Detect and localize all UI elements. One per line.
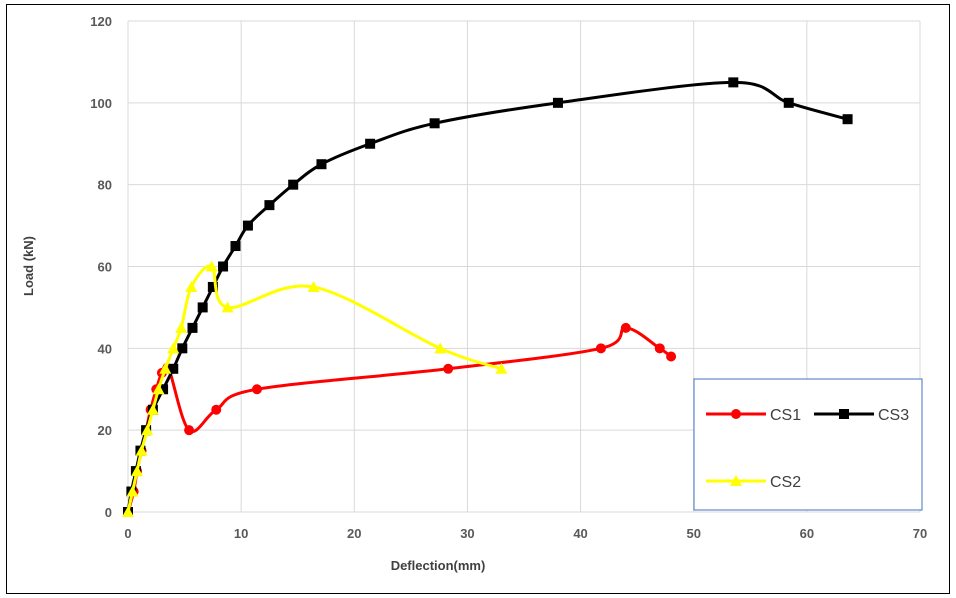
x-tick-label: 0 — [124, 526, 131, 541]
x-tick-labels: 0 10 20 30 40 50 60 70 — [124, 526, 927, 541]
x-tick-label: 30 — [460, 526, 474, 541]
series-cs3-point — [187, 322, 198, 333]
y-tick-label: 40 — [98, 341, 112, 356]
y-tick-label: 20 — [98, 423, 112, 438]
series-cs2 — [122, 260, 508, 517]
legend-label-cs3: CS3 — [878, 407, 909, 424]
series-cs2-point — [167, 342, 180, 354]
legend-label-cs2: CS2 — [770, 474, 801, 491]
series-cs3-point — [218, 261, 229, 272]
y-tick-label: 100 — [90, 96, 112, 111]
legend-marker-cs1 — [731, 409, 741, 419]
y-tick-label: 80 — [98, 178, 112, 193]
series-cs2-point — [152, 383, 165, 395]
series-cs1-point — [654, 343, 665, 354]
series-cs3-point — [207, 281, 218, 292]
series-cs3-point — [316, 159, 327, 170]
series-cs2-point — [185, 280, 198, 292]
series-cs3-point — [288, 179, 299, 190]
gridlines — [127, 20, 921, 513]
y-tick-label: 60 — [98, 260, 112, 275]
legend-box — [693, 378, 923, 511]
series-cs2-point — [221, 301, 234, 313]
series-cs3-point — [728, 77, 739, 88]
series-cs3-point — [783, 97, 794, 108]
series-cs3-point — [429, 118, 440, 129]
series-cs2-point — [205, 260, 218, 272]
y-tick-label: 0 — [105, 505, 112, 520]
series-cs1 — [123, 322, 677, 517]
series-cs3-point — [242, 220, 253, 231]
series-cs2-point — [434, 342, 447, 354]
series-cs2-point — [126, 485, 139, 497]
series-cs2-point — [307, 280, 320, 292]
series-cs2-point — [146, 403, 159, 415]
series-cs3-point — [158, 384, 169, 395]
series-layer — [122, 77, 853, 517]
series-cs1-point — [595, 343, 606, 354]
legend-item-cs1: CS1 — [706, 407, 801, 424]
legend-marker-cs3 — [839, 409, 849, 419]
legend-item-cs3: CS3 — [814, 407, 909, 424]
x-tick-label: 60 — [800, 526, 814, 541]
legend-item-cs2: CS2 — [706, 474, 801, 491]
series-cs2-point — [159, 362, 172, 374]
series-cs1-point — [620, 322, 631, 333]
x-tick-label: 10 — [234, 526, 248, 541]
series-cs3-point — [177, 343, 188, 354]
series-cs3-point — [197, 302, 208, 313]
legend-items: CS1 CS3 CS2 — [706, 407, 909, 491]
series-cs2-point — [131, 465, 144, 477]
series-cs2-point — [122, 506, 134, 517]
series-cs2-point — [495, 362, 508, 374]
x-tick-label: 50 — [686, 526, 700, 541]
series-cs3-point — [230, 241, 241, 252]
series-cs2-point — [141, 424, 154, 436]
legend-label-cs1: CS1 — [770, 407, 801, 424]
series-cs3-point — [365, 138, 376, 149]
y-axis-title: Load (kN) — [21, 236, 36, 296]
chart-frame — [6, 4, 950, 594]
series-cs3-point — [168, 363, 179, 374]
x-tick-label: 20 — [347, 526, 361, 541]
series-cs3-point — [842, 114, 853, 125]
legend: CS1 CS3 CS2 — [693, 378, 923, 511]
legend-marker-cs2 — [730, 475, 742, 486]
series-cs3-point — [264, 200, 275, 211]
series-cs3-point — [552, 97, 563, 108]
x-tick-label: 70 — [913, 526, 927, 541]
y-tick-label: 120 — [90, 14, 112, 29]
series-cs2-point — [175, 321, 188, 333]
series-cs2-point — [135, 444, 148, 456]
series-cs1-point — [443, 363, 454, 374]
series-cs1-point — [251, 384, 262, 395]
series-cs1-point — [211, 404, 222, 415]
series-cs2-line — [126, 264, 502, 513]
series-cs1-point — [666, 351, 677, 362]
series-cs1-line — [126, 326, 672, 513]
y-tick-labels: 0 20 40 60 80 100 120 — [90, 14, 112, 520]
x-axis-title: Deflection(mm) — [391, 558, 486, 573]
series-cs1-point — [184, 425, 195, 436]
x-tick-label: 40 — [573, 526, 587, 541]
